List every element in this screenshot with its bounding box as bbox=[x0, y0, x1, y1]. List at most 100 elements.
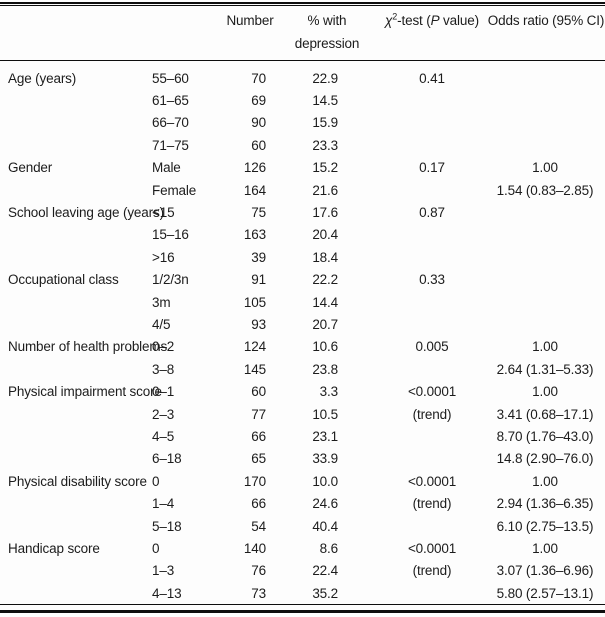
row-odds-ratio: 1.00 bbox=[532, 473, 558, 489]
row-subgroup: 61–65 bbox=[152, 93, 189, 109]
row-percent-depression: 23.1 bbox=[312, 428, 338, 444]
table-row: 4–13 73 35.2 5.80 (2.57–13.1) bbox=[0, 582, 605, 604]
row-p-value: <0.0001 bbox=[407, 473, 457, 489]
row-number: 65 bbox=[251, 451, 266, 467]
row-percent-depression: 40.4 bbox=[312, 518, 338, 534]
row-subgroup: 0–2 bbox=[152, 339, 175, 355]
column-header-odds-ratio-label: Odds ratio (95% CI) bbox=[487, 13, 605, 28]
header-separator-rule bbox=[0, 60, 605, 61]
chi-superscript: 2 bbox=[392, 11, 398, 22]
row-odds-ratio: 1.00 bbox=[532, 339, 558, 355]
table-row: 4–5 66 23.1 8.70 (1.76–43.0) bbox=[0, 425, 605, 447]
table-row: 2–3 77 10.5 (trend) 3.41 (0.68–17.1) bbox=[0, 403, 605, 425]
row-percent-depression: 33.9 bbox=[312, 451, 338, 467]
bottom-rule-thick bbox=[0, 610, 605, 613]
table-row: Number of health problems 0–2 124 10.6 0… bbox=[0, 336, 605, 358]
row-subgroup: <15 bbox=[152, 205, 175, 221]
row-percent-depression: 17.6 bbox=[312, 205, 338, 221]
table-row: >16 39 18.4 bbox=[0, 246, 605, 268]
row-number: 70 bbox=[251, 70, 266, 86]
table-row: 3m 105 14.4 bbox=[0, 291, 605, 313]
row-percent-depression: 35.2 bbox=[312, 585, 338, 601]
row-subgroup: 2–3 bbox=[152, 406, 175, 422]
row-number: 126 bbox=[243, 160, 266, 176]
row-percent-depression: 23.3 bbox=[312, 137, 338, 153]
row-odds-ratio: 2.94 (1.36–6.35) bbox=[496, 496, 594, 512]
row-category: School leaving age (years) bbox=[8, 205, 164, 221]
row-category: Physical disability score bbox=[8, 473, 147, 489]
row-percent-depression: 10.6 bbox=[312, 339, 338, 355]
row-odds-ratio: 1.54 (0.83–2.85) bbox=[496, 182, 594, 198]
table-row: 1–4 66 24.6 (trend) 2.94 (1.36–6.35) bbox=[0, 492, 605, 514]
row-number: 54 bbox=[251, 518, 266, 534]
table-row: Physical impairment score 0–1 60 3.3 <0.… bbox=[0, 380, 605, 402]
row-p-value: (trend) bbox=[412, 406, 452, 422]
row-p-value: 0.41 bbox=[419, 70, 445, 86]
row-percent-depression: 14.4 bbox=[312, 294, 338, 310]
row-percent-depression: 3.3 bbox=[319, 384, 338, 400]
row-p-value: 0.005 bbox=[415, 339, 449, 355]
row-percent-depression: 18.4 bbox=[312, 249, 338, 265]
row-p-value: 0.87 bbox=[419, 205, 445, 221]
row-subgroup: 5–18 bbox=[152, 518, 182, 534]
row-odds-ratio: 3.07 (1.36–6.96) bbox=[496, 563, 594, 579]
chi-value-text: value) bbox=[439, 13, 479, 28]
row-number: 76 bbox=[251, 563, 266, 579]
row-odds-ratio: 5.80 (2.57–13.1) bbox=[496, 585, 594, 601]
row-odds-ratio: 8.70 (1.76–43.0) bbox=[496, 428, 594, 444]
bottom-rule-thin bbox=[0, 604, 605, 605]
row-category: Physical impairment score bbox=[8, 384, 162, 400]
column-header-chi-square-test: χ2-test (P value) bbox=[385, 9, 479, 32]
table-row: 61–65 69 14.5 bbox=[0, 89, 605, 111]
column-header-number-label: Number bbox=[226, 13, 274, 28]
row-number: 170 bbox=[243, 473, 266, 489]
row-number: 124 bbox=[243, 339, 266, 355]
row-percent-depression: 22.4 bbox=[312, 563, 338, 579]
table-row: Gender Male 126 15.2 0.17 1.00 bbox=[0, 157, 605, 179]
column-header-percent-line2: depression bbox=[294, 36, 360, 51]
row-subgroup: 4–13 bbox=[152, 585, 182, 601]
row-percent-depression: 21.6 bbox=[312, 182, 338, 198]
row-percent-depression: 10.0 bbox=[312, 473, 338, 489]
row-number: 163 bbox=[243, 227, 266, 243]
row-number: 60 bbox=[251, 137, 266, 153]
row-p-value: <0.0001 bbox=[407, 384, 457, 400]
row-category: Occupational class bbox=[8, 272, 119, 288]
column-header-odds-ratio: Odds ratio (95% CI) bbox=[487, 9, 605, 32]
row-percent-depression: 14.5 bbox=[312, 93, 338, 109]
row-subgroup: 6–18 bbox=[152, 451, 182, 467]
row-odds-ratio: 3.41 (0.68–17.1) bbox=[496, 406, 594, 422]
row-number: 145 bbox=[243, 361, 266, 377]
row-p-value: 0.33 bbox=[419, 272, 445, 288]
row-subgroup: 3–8 bbox=[152, 361, 175, 377]
row-number: 140 bbox=[243, 540, 266, 556]
table-row: Age (years) 55–60 70 22.9 0.41 bbox=[0, 67, 605, 89]
row-odds-ratio: 1.00 bbox=[532, 384, 558, 400]
row-subgroup: 1–4 bbox=[152, 496, 175, 512]
row-percent-depression: 20.4 bbox=[312, 227, 338, 243]
row-subgroup: 71–75 bbox=[152, 137, 189, 153]
table-row: Handicap score 0 140 8.6 <0.0001 1.00 bbox=[0, 537, 605, 559]
row-category: Number of health problems bbox=[8, 339, 168, 355]
table-row: School leaving age (years) <15 75 17.6 0… bbox=[0, 201, 605, 223]
row-subgroup: 4–5 bbox=[152, 428, 175, 444]
table-row: 3–8 145 23.8 2.64 (1.31–5.33) bbox=[0, 358, 605, 380]
row-number: 66 bbox=[251, 496, 266, 512]
row-percent-depression: 24.6 bbox=[312, 496, 338, 512]
table-row: 4/5 93 20.7 bbox=[0, 313, 605, 335]
row-category: Handicap score bbox=[8, 540, 100, 556]
table-row: 6–18 65 33.9 14.8 (2.90–76.0) bbox=[0, 448, 605, 470]
row-subgroup: Female bbox=[152, 182, 197, 198]
row-p-value: <0.0001 bbox=[407, 540, 457, 556]
top-rule-thin bbox=[0, 5, 605, 6]
row-number: 105 bbox=[243, 294, 266, 310]
column-header-percent-depression: % with depression bbox=[295, 9, 360, 55]
table-row: 1–3 76 22.4 (trend) 3.07 (1.36–6.96) bbox=[0, 560, 605, 582]
top-rule-thick bbox=[0, 2, 605, 4]
row-number: 164 bbox=[243, 182, 266, 198]
table-body: Age (years) 55–60 70 22.9 0.41 61–65 69 … bbox=[0, 62, 605, 604]
row-number: 69 bbox=[251, 93, 266, 109]
row-number: 93 bbox=[251, 316, 266, 332]
row-percent-depression: 15.2 bbox=[312, 160, 338, 176]
